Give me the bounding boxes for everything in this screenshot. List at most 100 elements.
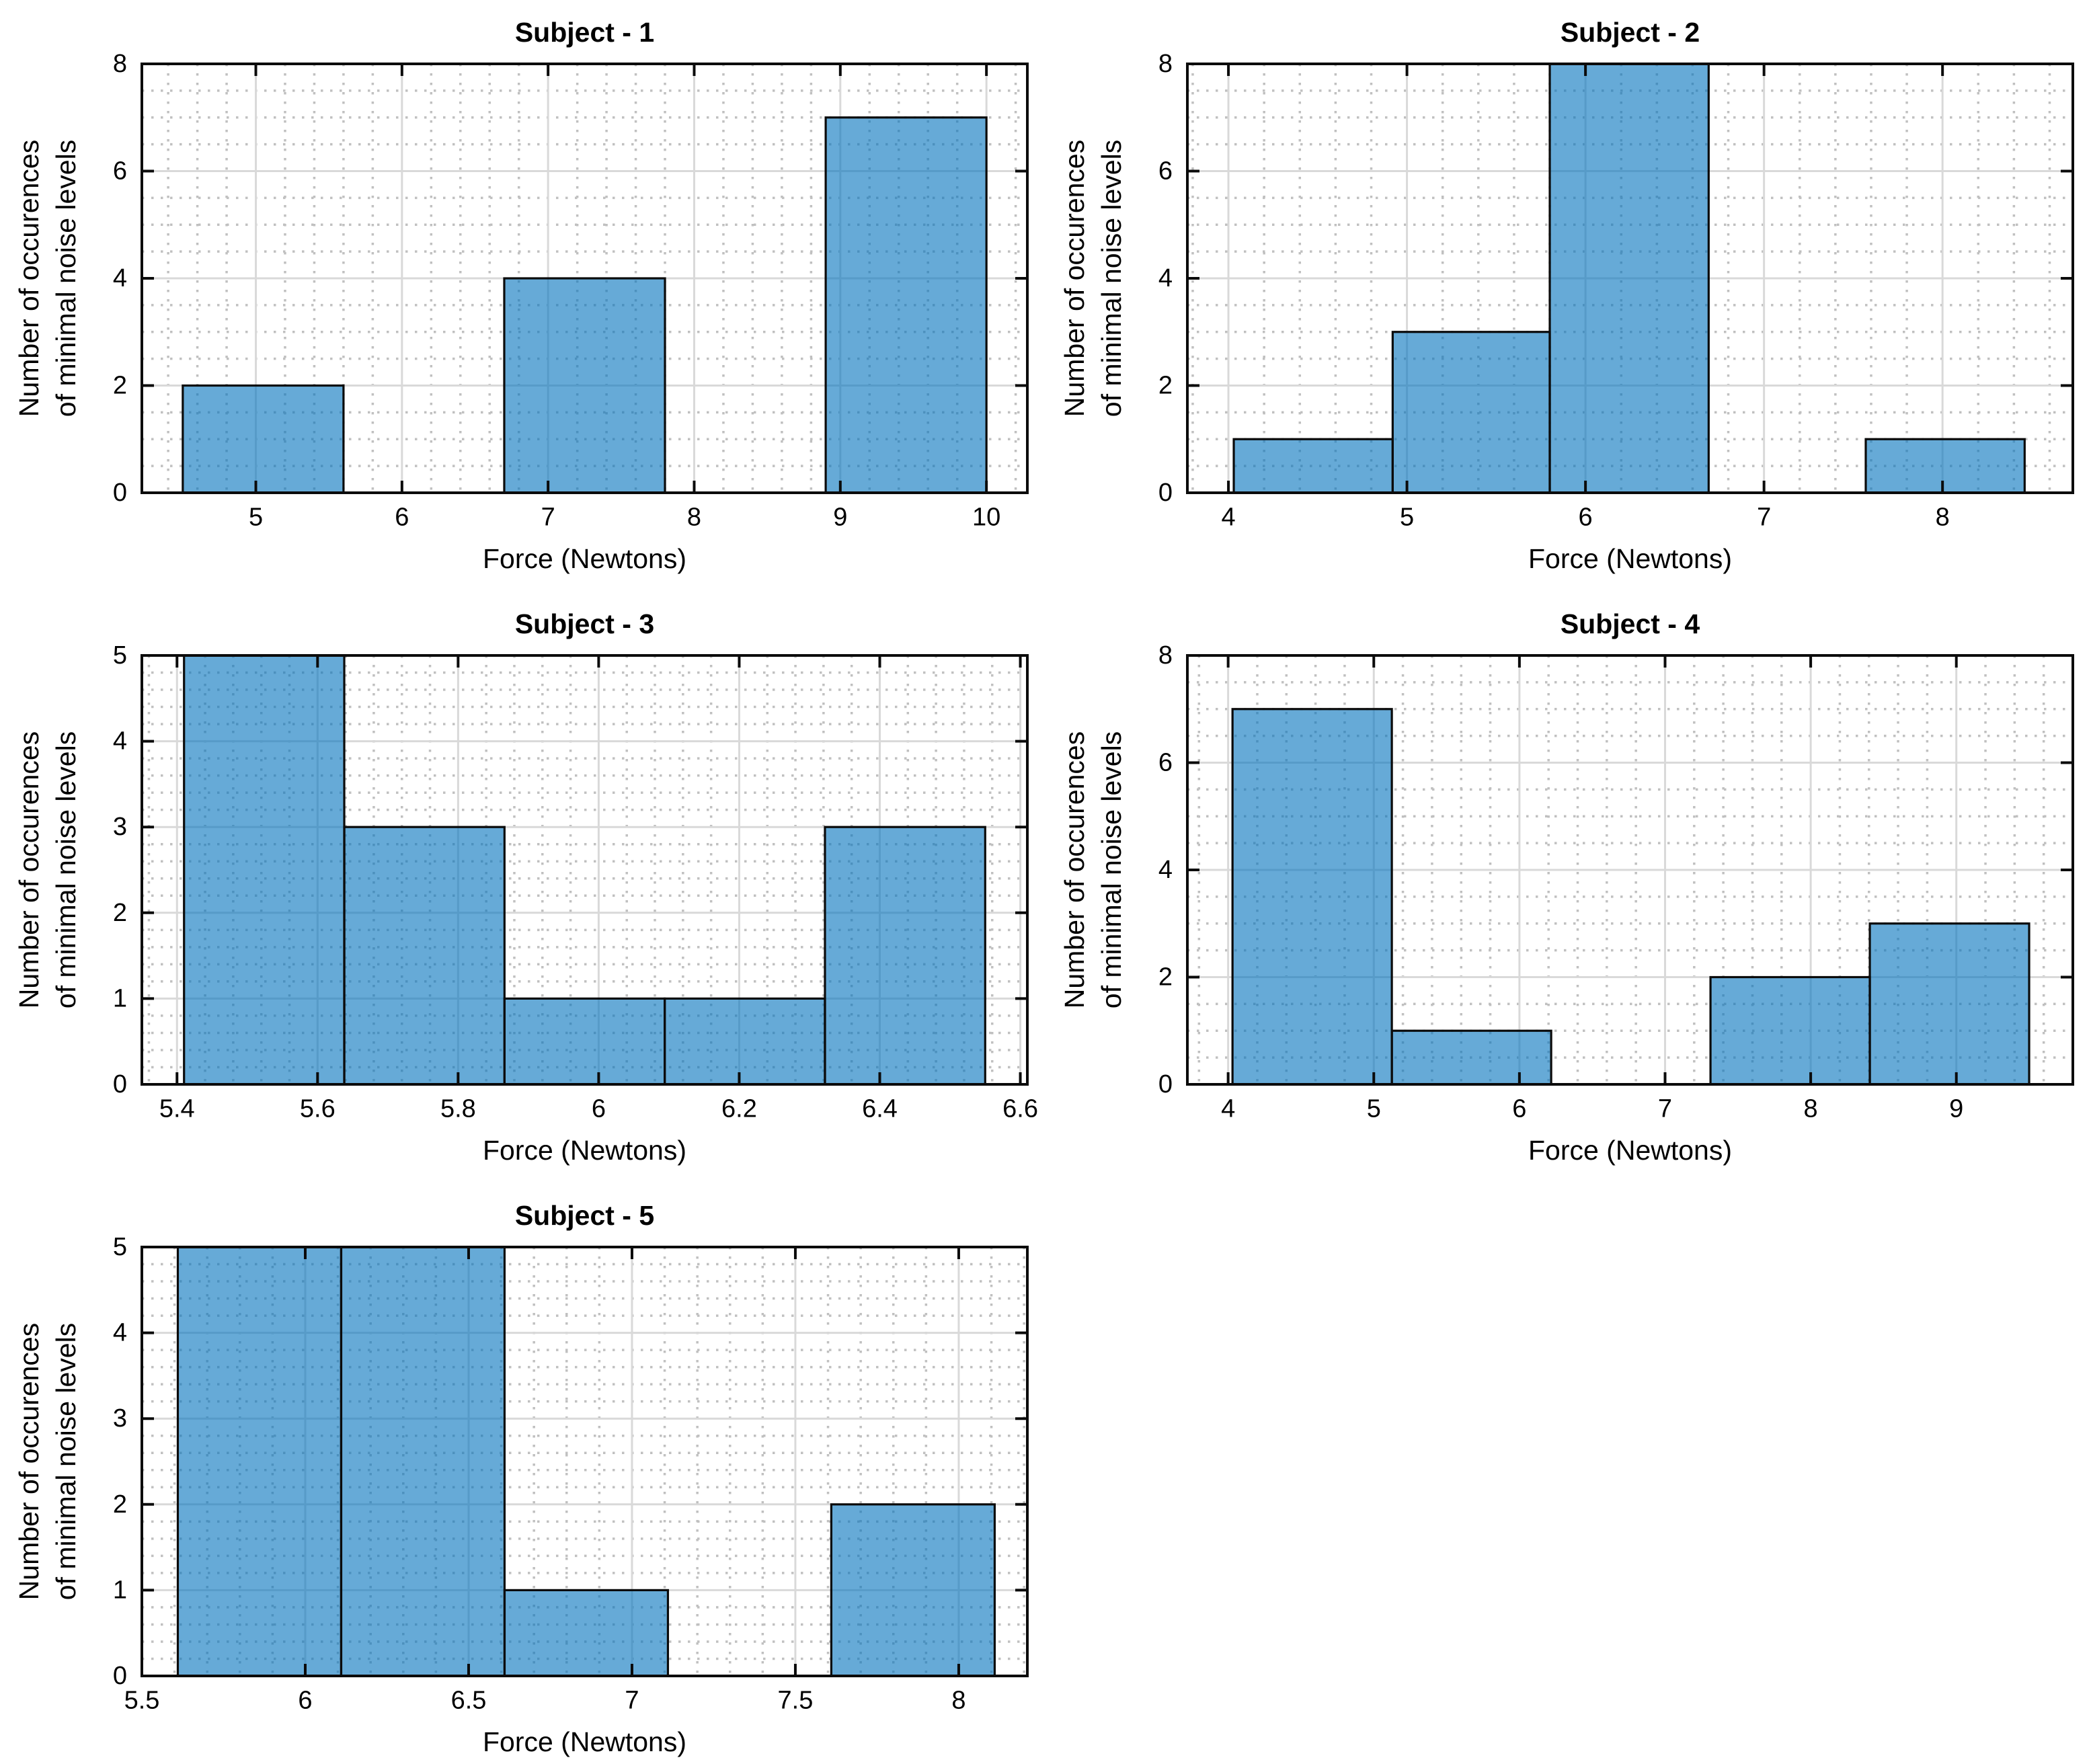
y-axis-label-line2: of minimal noise levels (1096, 731, 1127, 1008)
x-tick-label: 7 (541, 503, 555, 531)
x-tick-label: 6 (1512, 1094, 1526, 1123)
y-tick-label: 4 (113, 727, 127, 756)
y-tick-label: 2 (1158, 372, 1173, 400)
subplot-cell-subject-4: 4 5 6 7 8 9 0 2 4 6 8 Subject - 4 Force (Newtons) Num… (1046, 592, 2091, 1183)
histogram-bar (1234, 439, 1393, 493)
y-tick-label: 2 (1158, 963, 1173, 992)
x-tick-label: 5.4 (159, 1094, 195, 1123)
axes-box (141, 1246, 1029, 1677)
x-tick-label: 5 (1400, 503, 1414, 531)
histogram-bar (1710, 977, 1870, 1084)
y-tick-label: 0 (113, 479, 127, 507)
axes-box (141, 654, 1029, 1086)
y-tick-label: 6 (1158, 749, 1173, 777)
histogram-bar (1392, 331, 1550, 493)
histogram-bar (184, 655, 345, 1084)
histogram-bar (1232, 709, 1392, 1084)
x-tick-label: 4 (1221, 1094, 1235, 1123)
subject-4-histogram: 4 5 6 7 8 9 0 2 4 6 8 Subject - 4 Force (Newtons) Num… (1059, 608, 2074, 1166)
x-tick-label: 8 (1936, 503, 1950, 531)
histogram-bar (182, 385, 344, 493)
x-tick-label: 6 (1579, 503, 1593, 531)
subject-1-histogram: 5 6 7 8 9 10 0 2 4 6 8 Subject - 1 Force (Newtons) Nu… (13, 17, 1029, 574)
y-tick-label: 4 (1158, 856, 1173, 884)
x-tick-label: 9 (833, 503, 847, 531)
x-axis-label: Force (Newtons) (483, 1135, 686, 1166)
y-tick-label: 2 (113, 372, 127, 400)
subject-5-histogram: 5.5 6 6.5 7 7.5 8 0 1 2 3 4 5 Subject - 5 Force (Newt… (13, 1200, 1029, 1757)
subject-2-histogram: 4 5 6 7 8 0 2 4 6 8 Subject - 2 Force (Newtons) Numb… (1059, 17, 2074, 574)
y-axis-label-line2: of minimal noise levels (1096, 140, 1127, 417)
histogram-bar (826, 117, 987, 493)
y-tick-label: 4 (113, 264, 127, 292)
histogram-bar (504, 998, 665, 1084)
y-axis-label-line2: of minimal noise levels (50, 140, 81, 417)
y-axis-label-line1: Number of occurences (13, 140, 44, 417)
subject-3-histogram: 5.4 5.6 5.8 6 6.2 6.4 6.6 0 1 2 3 4 5 Subject - 3 Forc… (13, 608, 1038, 1166)
y-tick-label: 4 (1158, 264, 1173, 292)
histogram-bar (1392, 1031, 1552, 1084)
x-tick-label: 5 (1367, 1094, 1381, 1123)
histogram-bar (1550, 64, 1709, 493)
y-tick-label: 8 (1158, 50, 1173, 78)
y-axis-label-line1: Number of occurences (1059, 731, 1090, 1008)
y-tick-label: 0 (113, 1662, 127, 1690)
x-tick-label: 7.5 (778, 1686, 814, 1714)
x-axis-label: Force (Newtons) (1528, 1135, 1732, 1166)
plot-title: Subject - 2 (1561, 17, 1700, 48)
plot-title: Subject - 5 (515, 1200, 654, 1231)
histogram-bar (504, 1590, 668, 1676)
x-tick-label: 6 (395, 503, 409, 531)
plot-title: Subject - 3 (515, 608, 654, 639)
y-axis-label-line1: Number of occurences (13, 731, 44, 1008)
x-tick-label: 6 (592, 1094, 606, 1123)
y-tick-label: 0 (1158, 1070, 1173, 1098)
y-tick-label: 1 (113, 1576, 127, 1604)
y-axis-label-line1: Number of occurences (13, 1323, 44, 1600)
y-tick-label: 6 (1158, 157, 1173, 186)
x-tick-label: 9 (1949, 1094, 1963, 1123)
x-tick-label: 5.6 (300, 1094, 336, 1123)
subplot-cell-subject-2: 4 5 6 7 8 0 2 4 6 8 Subject - 2 Force (Newtons) Numb… (1046, 0, 2091, 592)
plot-title: Subject - 1 (515, 17, 654, 48)
histogram-bar (824, 827, 986, 1084)
y-tick-label: 2 (113, 1490, 127, 1519)
x-tick-label: 8 (1804, 1094, 1818, 1123)
y-axis-label-line2: of minimal noise levels (50, 1323, 81, 1600)
histogram-bar (831, 1504, 995, 1676)
x-tick-label: 10 (972, 503, 1000, 531)
x-axis-label: Force (Newtons) (483, 1726, 686, 1757)
x-tick-label: 7 (625, 1686, 639, 1714)
x-tick-label: 6.2 (721, 1094, 757, 1123)
subplot-cell-subject-1: 5 6 7 8 9 10 0 2 4 6 8 Subject - 1 Force (Newtons) Nu… (0, 0, 1046, 592)
histogram-bar (1865, 439, 2025, 493)
y-tick-label: 0 (1158, 479, 1173, 507)
histogram-bar (177, 1247, 342, 1676)
subplot-cell-subject-5: 5.5 6 6.5 7 7.5 8 0 1 2 3 4 5 Subject - 5 Force (Newt… (0, 1183, 1046, 1764)
x-tick-label: 7 (1757, 503, 1771, 531)
y-tick-label: 0 (113, 1070, 127, 1098)
x-tick-label: 8 (951, 1686, 965, 1714)
x-tick-label: 6.4 (862, 1094, 898, 1123)
y-tick-label: 1 (113, 984, 127, 1012)
y-tick-label: 4 (113, 1319, 127, 1347)
histogram-bar (1870, 923, 2030, 1084)
y-tick-label: 8 (113, 50, 127, 78)
y-tick-label: 2 (113, 899, 127, 927)
y-axis-label-line2: of minimal noise levels (50, 731, 81, 1008)
x-tick-label: 5 (249, 503, 263, 531)
y-tick-label: 5 (113, 641, 127, 670)
x-tick-label: 5.5 (124, 1686, 160, 1714)
subplot-cell-subject-3: 5.4 5.6 5.8 6 6.2 6.4 6.6 0 1 2 3 4 5 Subject - 3 Forc… (0, 592, 1046, 1183)
x-tick-label: 4 (1222, 503, 1236, 531)
x-axis-label: Force (Newtons) (483, 543, 686, 574)
x-tick-label: 8 (687, 503, 701, 531)
plot-title: Subject - 4 (1561, 608, 1700, 639)
x-tick-label: 5.8 (440, 1094, 476, 1123)
histogram-bar (344, 827, 505, 1084)
x-tick-label: 6 (298, 1686, 312, 1714)
x-tick-label: 6.5 (451, 1686, 487, 1714)
x-tick-label: 7 (1658, 1094, 1672, 1123)
y-tick-label: 6 (113, 157, 127, 186)
